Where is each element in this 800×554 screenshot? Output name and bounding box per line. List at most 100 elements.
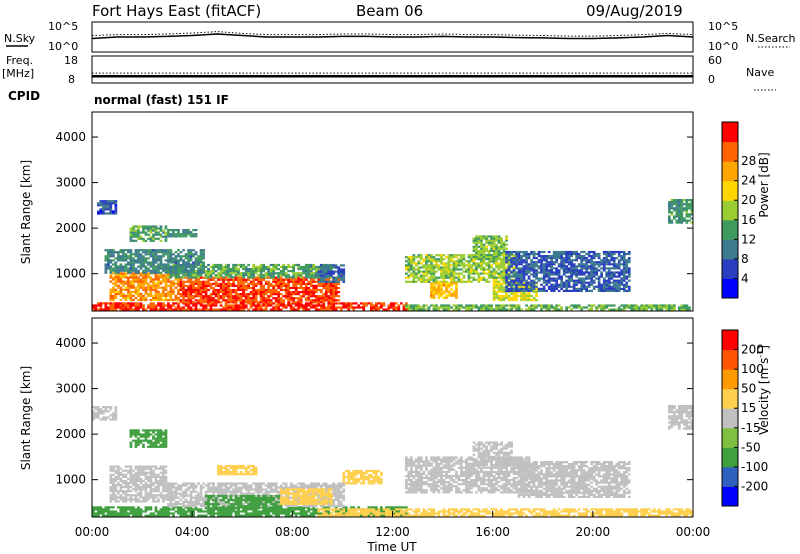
heatmap-cell — [582, 265, 586, 268]
heatmap-cell — [460, 258, 463, 261]
heatmap-cell — [104, 206, 108, 209]
heatmap-cell — [109, 276, 113, 279]
heatmap-cell — [532, 306, 536, 309]
heatmap-cell — [415, 274, 418, 277]
heatmap-cell — [99, 302, 103, 305]
heatmap-cell — [109, 510, 113, 513]
heatmap-cell — [545, 265, 548, 268]
heatmap-cell — [402, 514, 406, 517]
heatmap-cell — [197, 261, 200, 264]
heatmap-cell — [169, 257, 173, 260]
heatmap-cell — [440, 304, 443, 307]
heatmap-cell — [487, 264, 491, 267]
heatmap-cell — [617, 263, 621, 266]
heatmap-cell — [678, 207, 681, 210]
heatmap-cell — [447, 276, 451, 279]
heatmap-cell — [222, 270, 225, 273]
heatmap-cell — [327, 301, 331, 304]
heatmap-cell — [605, 259, 609, 262]
heatmap-cell — [209, 514, 213, 517]
heatmap-cell — [410, 272, 413, 275]
heatmap-cell — [232, 304, 235, 307]
heatmap-cell — [309, 270, 313, 273]
heatmap-cell — [174, 263, 178, 266]
heatmap-cell — [580, 250, 583, 254]
heatmap-cell — [510, 292, 513, 295]
heatmap-cell — [252, 265, 255, 269]
heatmap-cell — [650, 308, 654, 311]
heatmap-cell — [289, 276, 293, 279]
heatmap-cell — [222, 512, 225, 515]
heatmap-cell — [229, 295, 233, 298]
heatmap-cell — [627, 285, 631, 288]
heatmap-cell — [342, 304, 346, 307]
heatmap-cell — [184, 301, 188, 304]
heatmap-cell — [302, 291, 305, 294]
heatmap-cell — [249, 270, 253, 273]
heatmap-cell — [197, 278, 200, 281]
heatmap-cell — [189, 231, 193, 234]
heatmap-cell — [475, 306, 478, 309]
heatmap-cell — [202, 276, 205, 279]
heatmap-cell — [420, 256, 423, 259]
heatmap-cell — [127, 257, 130, 260]
heatmap-cell — [505, 257, 508, 260]
heatmap-cell — [142, 257, 145, 260]
heatmap-cell — [272, 286, 275, 290]
heatmap-cell — [144, 292, 148, 295]
heatmap-cell — [480, 306, 483, 309]
heatmap-cell — [652, 306, 656, 309]
heatmap-cell — [94, 308, 98, 311]
heatmap-cell — [678, 209, 681, 212]
heatmap-cell — [214, 282, 218, 285]
heatmap-cell — [455, 304, 458, 307]
noise-sky-series-line — [91, 33, 694, 40]
heatmap-cell — [99, 508, 103, 511]
heatmap-cell — [314, 265, 318, 269]
heatmap-cell — [462, 266, 466, 269]
heatmap-cell — [485, 237, 488, 240]
heatmap-cell — [174, 276, 178, 279]
heatmap-cell — [144, 280, 148, 283]
heatmap-cell — [122, 282, 125, 285]
heatmap-cell — [535, 294, 538, 297]
heatmap-cell — [174, 255, 178, 258]
heatmap-cell — [297, 263, 300, 267]
heatmap-cell — [159, 302, 163, 305]
heatmap-cell — [472, 262, 476, 265]
heatmap-cell — [224, 299, 228, 302]
heatmap-cell — [512, 270, 516, 273]
heatmap-cell — [219, 286, 223, 290]
heatmap-cell — [545, 275, 548, 278]
heatmap-cell — [199, 295, 203, 298]
heatmap-cell — [164, 296, 168, 300]
heatmap-cell — [242, 306, 245, 309]
heatmap-cell — [212, 276, 215, 279]
heatmap-cell — [277, 276, 280, 279]
heatmap-cell — [229, 272, 233, 275]
heatmap-cell — [202, 282, 205, 285]
heatmap-cell — [289, 514, 293, 517]
heatmap-cell — [522, 265, 526, 268]
heatmap-cell — [550, 269, 553, 272]
heatmap-cell — [507, 269, 511, 272]
heatmap-cell — [485, 257, 488, 261]
heatmap-cell — [277, 291, 280, 294]
heatmap-cell — [244, 304, 248, 307]
power-heatmap — [92, 199, 694, 311]
heatmap-cell — [154, 251, 158, 254]
heatmap-cell — [259, 288, 263, 292]
heatmap-cell — [490, 274, 493, 277]
heatmap-cell — [612, 267, 616, 270]
heatmap-cell — [169, 280, 173, 283]
heatmap-cell — [164, 510, 168, 513]
heatmap-cell — [417, 304, 421, 307]
heatmap-cell — [495, 243, 498, 246]
heatmap-cell — [194, 508, 198, 511]
heatmap-cell — [635, 304, 639, 307]
heatmap-cell — [304, 268, 308, 271]
heatmap-cell — [94, 306, 98, 309]
heatmap-cell — [199, 301, 203, 304]
heatmap-cell — [450, 256, 453, 259]
heatmap-cell — [678, 306, 681, 309]
